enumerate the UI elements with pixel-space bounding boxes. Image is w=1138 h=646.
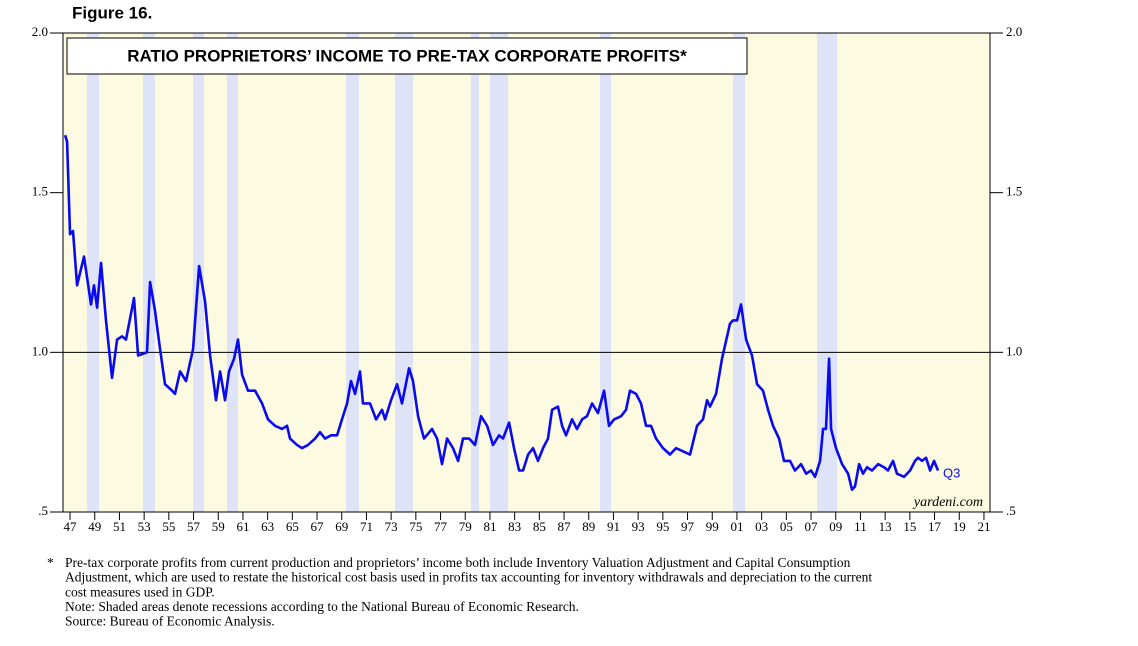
x-tick-label: 69 [335, 519, 348, 534]
x-tick-label: 53 [138, 519, 151, 534]
y2-tick-label: 1.5 [1006, 184, 1022, 199]
chart-title: RATIO PROPRIETORS’ INCOME TO PRE-TAX COR… [127, 46, 687, 65]
footnote-line: Adjustment, which are used to restate th… [65, 570, 872, 585]
x-tick-label: 11 [854, 519, 867, 534]
x-tick-label: 87 [558, 519, 572, 534]
x-tick-label: 21 [977, 519, 990, 534]
recession-band [599, 33, 612, 512]
y-tick-label: 1.5 [32, 184, 48, 199]
x-tick-label: 99 [706, 519, 719, 534]
x-tick-label: 67 [311, 519, 325, 534]
x-tick-label: 81 [483, 519, 496, 534]
recession-band [346, 33, 360, 512]
recession-band [227, 33, 239, 512]
y-tick-label: 1.0 [32, 343, 48, 358]
y2-tick-label: 2.0 [1006, 24, 1022, 39]
x-tick-label: 77 [434, 519, 448, 534]
x-tick-label: 15 [903, 519, 916, 534]
title-box [66, 37, 748, 75]
recession-band [143, 33, 156, 512]
x-tick-label: 01 [730, 519, 743, 534]
x-tick-label: 63 [261, 519, 274, 534]
x-tick-label: 91 [607, 519, 620, 534]
x-tick-label: 75 [409, 519, 422, 534]
x-tick-label: 51 [113, 519, 126, 534]
footnote-line: Source: Bureau of Economic Analysis. [65, 613, 275, 628]
x-tick-label: 55 [162, 519, 175, 534]
x-tick-label: 95 [656, 519, 669, 534]
y2-tick-label: 1.0 [1006, 343, 1022, 358]
y2-tick-label: .5 [1006, 503, 1016, 518]
footnote-line: Note: Shaded areas denote recessions acc… [65, 599, 579, 614]
line-series [63, 134, 940, 491]
x-tick-label: 65 [286, 519, 299, 534]
x-tick-label: 49 [88, 519, 101, 534]
recession-band [732, 33, 746, 512]
footnote-line: Pre-tax corporate profits from current p… [65, 555, 851, 570]
x-tick-label: 79 [459, 519, 472, 534]
x-tick-label: 61 [236, 519, 249, 534]
y-tick-label: .5 [38, 503, 48, 518]
x-tick-label: 71 [360, 519, 373, 534]
x-tick-label: 57 [187, 519, 201, 534]
x-tick-label: 13 [879, 519, 892, 534]
recession-band [87, 33, 100, 512]
x-tick-label: 83 [508, 519, 521, 534]
x-tick-label: 07 [805, 519, 819, 534]
x-tick-label: 17 [928, 519, 942, 534]
recession-band [395, 33, 414, 512]
x-tick-label: 85 [533, 519, 546, 534]
x-tick-label: 89 [582, 519, 595, 534]
x-tick-label: 47 [64, 519, 78, 534]
footnote-marker: * [47, 555, 54, 570]
plot-border [62, 32, 991, 513]
last-point-label: Q3 [943, 465, 960, 480]
x-tick-label: 97 [681, 519, 695, 534]
x-tick-label: 93 [632, 519, 645, 534]
recession-band [817, 33, 838, 512]
x-tick-label: 05 [780, 519, 793, 534]
x-tick-label: 09 [829, 519, 842, 534]
x-tick-label: 73 [385, 519, 398, 534]
recession-band [490, 33, 509, 512]
watermark: yardeni.com [912, 495, 983, 510]
x-tick-label: 19 [953, 519, 966, 534]
recession-band [471, 33, 480, 512]
figure-label: Figure 16. [72, 3, 152, 22]
y-tick-label: 2.0 [32, 24, 48, 39]
x-tick-label: 59 [212, 519, 225, 534]
x-tick-label: 03 [755, 519, 768, 534]
footnote-line: cost measures used in GDP. [65, 584, 215, 599]
